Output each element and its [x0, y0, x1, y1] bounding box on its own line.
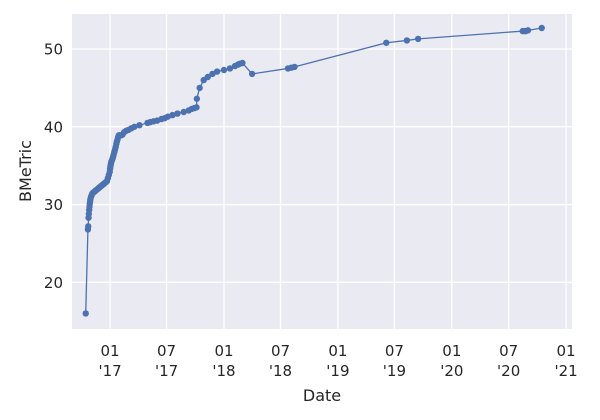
- x-tick-label: 07'17: [155, 342, 178, 380]
- x-tick-label: 07'18: [269, 342, 292, 380]
- x-tick-labels: 01'17 07'17 01'18 07'18 01'19 07'19 01'20 07'20…: [98, 342, 577, 380]
- data-point: [403, 37, 411, 44]
- data-point: [524, 27, 532, 34]
- series-group: [82, 24, 545, 317]
- y-tick-label: 20: [44, 274, 63, 292]
- plot-background: [72, 14, 572, 329]
- data-point: [174, 110, 181, 117]
- x-tick-label: 01'18: [212, 342, 235, 380]
- data-point: [213, 68, 221, 75]
- x-tick-label: 07'20: [497, 342, 520, 380]
- data-point: [204, 73, 211, 81]
- grid-lines: [72, 14, 572, 329]
- y-tick-label: 40: [44, 118, 63, 136]
- data-point: [131, 123, 138, 130]
- data-point: [414, 35, 422, 43]
- x-tick-label: 07'19: [383, 342, 406, 380]
- data-point: [291, 63, 298, 71]
- x-tick-label: 01'20: [440, 342, 463, 380]
- data-point: [193, 95, 201, 102]
- x-tick-label: 01'19: [326, 342, 349, 380]
- x-tick-label: 01'21: [554, 342, 577, 380]
- x-axis-label: Date: [303, 386, 341, 405]
- y-tick-label: 50: [44, 41, 63, 59]
- data-point: [248, 70, 256, 78]
- y-tick-label: 30: [44, 196, 63, 214]
- data-point: [169, 111, 176, 119]
- data-point: [85, 223, 92, 230]
- data-point: [82, 310, 89, 317]
- x-tick-label: 01'17: [98, 342, 121, 380]
- data-point: [538, 24, 545, 32]
- y-tick-labels: 20 30 40 50: [44, 41, 63, 292]
- data-point: [226, 65, 234, 72]
- data-point: [193, 104, 200, 111]
- data-point: [220, 66, 228, 74]
- data-point: [196, 84, 203, 92]
- data-point: [136, 122, 143, 129]
- y-axis-label: BMeTric: [16, 140, 35, 202]
- data-point: [239, 59, 246, 67]
- data-point: [180, 108, 187, 116]
- data-point: [383, 39, 390, 46]
